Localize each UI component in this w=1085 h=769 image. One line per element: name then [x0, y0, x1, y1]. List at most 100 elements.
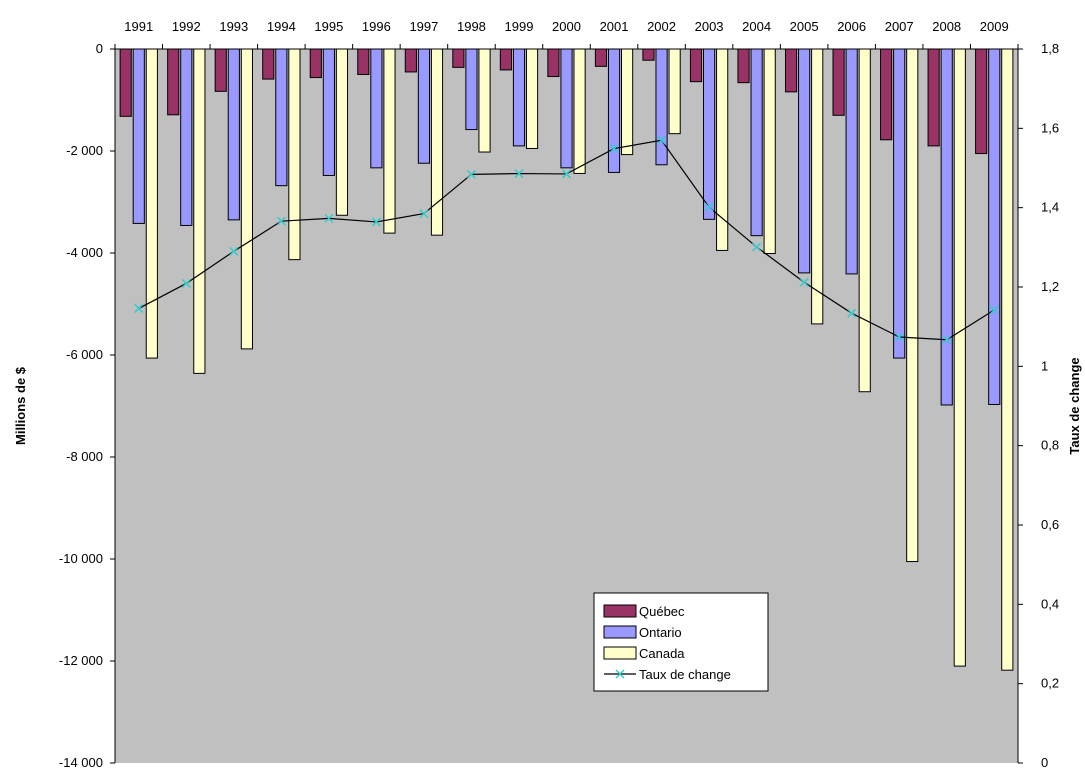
bar-québec-1998	[452, 48, 465, 68]
y2-tick-label: 0,6	[1041, 517, 1059, 532]
bar-ontario-1995	[322, 48, 335, 176]
x-tick-label: 2009	[980, 19, 1009, 34]
bar-canada-2009	[1001, 48, 1014, 671]
bar-québec-1991	[119, 48, 132, 117]
line-point-2008	[942, 335, 952, 345]
bar-canada-2002	[668, 48, 681, 135]
bar-québec-1994	[262, 48, 275, 80]
y-axis-title: Millions de $	[13, 366, 28, 445]
legend-label-taux-de-change: Taux de change	[639, 667, 731, 682]
bar-québec-2006	[832, 48, 845, 116]
bar-ontario-1999	[512, 48, 526, 147]
bar-canada-1995	[335, 48, 349, 216]
bar-ontario-1998	[465, 48, 478, 131]
x-tick-label: 2007	[885, 19, 914, 34]
legend-swatch-québec	[603, 604, 637, 618]
y2-tick-label: 1,4	[1041, 200, 1059, 215]
bar-québec-2007	[880, 48, 893, 141]
bar-ontario-1991	[132, 48, 145, 224]
bar-québec-2000	[547, 48, 560, 78]
bar-québec-2004	[737, 48, 750, 84]
bar-canada-1992	[193, 48, 206, 374]
legend-swatch-ontario	[603, 625, 637, 639]
bar-québec-1992	[167, 48, 180, 116]
x-tick-label: 2005	[790, 19, 819, 34]
y-tick-label: -12 000	[59, 653, 103, 668]
legend-marker-icon	[615, 669, 625, 679]
line-point-1996	[371, 217, 381, 227]
legend-label-québec: Québec	[639, 604, 685, 619]
bar-ontario-2001	[607, 48, 621, 173]
bar-ontario-2005	[798, 48, 811, 274]
line-point-2001	[609, 144, 619, 154]
bar-canada-1996	[383, 48, 396, 234]
y2-tick-label: 1,8	[1041, 41, 1059, 56]
bar-ontario-2003	[702, 48, 716, 220]
y2-tick-labels: 1,8 1,6 1,4 1,2 1 0,8 0,6 0,4 0,2 0	[1041, 41, 1059, 769]
x-tick-label: 2008	[932, 19, 961, 34]
y-tick-labels: 0 -2 000 -4 000 -6 000 -8 000 -10 000 -12 000 -…	[59, 41, 103, 769]
bar-canada-1999	[525, 48, 539, 149]
line-point-1994	[276, 216, 286, 226]
bar-ontario-2006	[845, 48, 858, 275]
bar-canada-2001	[621, 48, 634, 156]
line-point-2002	[657, 135, 667, 145]
line-point-1997	[419, 209, 429, 219]
x-tick-label: 2004	[742, 19, 771, 34]
x-tick-label: 2006	[837, 19, 866, 34]
line-point-2004	[752, 242, 762, 252]
bar-canada-1998	[478, 48, 491, 153]
exchange-rate-line	[134, 135, 999, 345]
bar-canada-1991	[145, 48, 158, 359]
line-point-2006	[847, 308, 857, 318]
bar-québec-1995	[309, 48, 322, 79]
y2-tick-label: 1,6	[1041, 120, 1059, 135]
bar-québec-2008	[927, 48, 940, 147]
bar-canada-2003	[716, 48, 729, 251]
y-tick-label: -8 000	[66, 449, 103, 464]
line-point-2009	[989, 305, 999, 315]
line-point-2005	[799, 277, 809, 287]
line-point-1992	[181, 278, 191, 288]
bar-québec-1997	[404, 48, 417, 73]
bar-québec-2009	[975, 48, 988, 155]
bar-québec-2001	[594, 48, 608, 67]
x-tick-label: 2003	[695, 19, 724, 34]
bar-québec-2003	[689, 48, 703, 83]
y-tick-label: -4 000	[66, 245, 103, 260]
axes	[110, 44, 1023, 764]
line-point-2007	[894, 332, 904, 342]
y-tick-label: -6 000	[66, 347, 103, 362]
bar-canada-2008	[953, 48, 966, 667]
bar-québec-1999	[499, 48, 512, 71]
bar-canada-2006	[858, 48, 871, 393]
bar-ontario-1993	[227, 48, 240, 221]
bar-canada-2004	[763, 48, 776, 255]
y2-tick-label: 0	[1041, 755, 1048, 769]
bar-canada-1997	[430, 48, 444, 236]
line-point-1995	[324, 213, 334, 223]
x-tick-label: 2002	[647, 19, 676, 34]
line-point-1999	[514, 169, 524, 179]
y-tick-label: -14 000	[59, 755, 103, 769]
line-point-1991	[134, 303, 144, 313]
y2-tick-label: 0,8	[1041, 438, 1059, 453]
x-tick-label: 1997	[409, 19, 438, 34]
bar-ontario-1997	[417, 48, 431, 164]
x-tick-label: 1998	[457, 19, 486, 34]
bar-québec-2002	[642, 48, 655, 61]
y-tick-label: -2 000	[66, 143, 103, 158]
legend-label-canada: Canada	[639, 646, 685, 661]
bar-canada-2005	[811, 48, 824, 325]
y-tick-label: 0	[96, 41, 103, 56]
y2-axis-title: Taux de change	[1067, 357, 1082, 454]
line-point-1993	[229, 246, 239, 256]
x-tick-label: 2001	[600, 19, 629, 34]
x-tick-label: 2000	[552, 19, 581, 34]
x-tick-label: 1993	[219, 19, 248, 34]
x-tick-labels: 1991 1992 1993 1994 1995 1996 1997 1998 1999 2000…	[124, 19, 1008, 34]
bar-ontario-2000	[560, 48, 573, 169]
bar-ontario-2008	[940, 48, 953, 406]
y2-tick-label: 1,2	[1041, 279, 1059, 294]
x-tick-label: 1992	[172, 19, 201, 34]
